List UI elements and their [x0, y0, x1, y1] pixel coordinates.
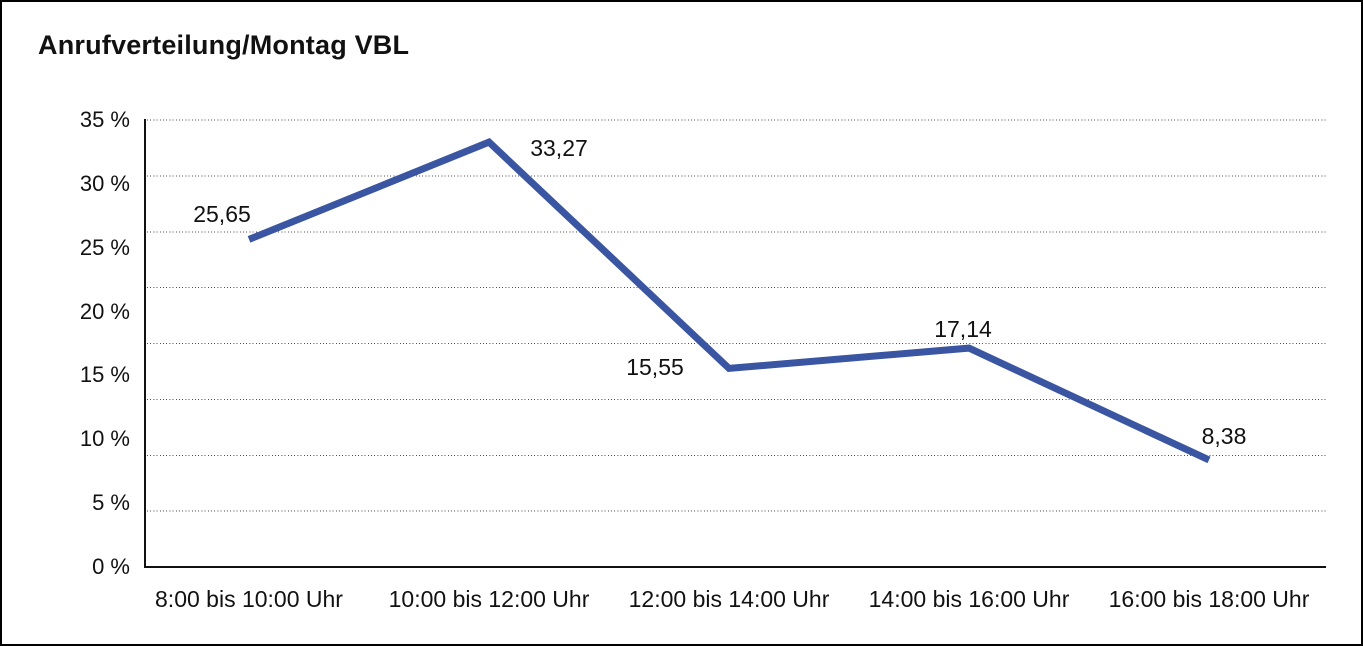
- x-category-label: 8:00 bis 10:00 Uhr: [155, 586, 343, 612]
- chart-title: Anrufverteilung/Montag VBL: [38, 30, 410, 60]
- x-category-label: 16:00 bis 18:00 Uhr: [1108, 586, 1310, 612]
- data-value-label: 8,38: [1201, 423, 1247, 449]
- y-tick-label: 0 %: [92, 554, 130, 579]
- x-category-label: 14:00 bis 16:00 Uhr: [868, 586, 1070, 612]
- y-tick-label: 35 %: [79, 107, 130, 132]
- data-value-label: 15,55: [626, 354, 684, 380]
- data-value-label: 33,27: [530, 135, 588, 161]
- y-tick-label: 25 %: [79, 235, 130, 260]
- data-value-label: 17,14: [934, 316, 992, 342]
- y-tick-label: 10 %: [79, 426, 130, 451]
- data-line: [247, 138, 1211, 464]
- y-tick-label: 30 %: [79, 171, 130, 196]
- y-tick-label: 20 %: [79, 299, 130, 324]
- y-tick-label: 5 %: [92, 490, 130, 515]
- y-tick-label: 15 %: [79, 362, 130, 387]
- x-category-label: 12:00 bis 14:00 Uhr: [628, 586, 830, 612]
- data-value-label: 25,65: [193, 201, 251, 227]
- x-category-label: 10:00 bis 12:00 Uhr: [388, 586, 590, 612]
